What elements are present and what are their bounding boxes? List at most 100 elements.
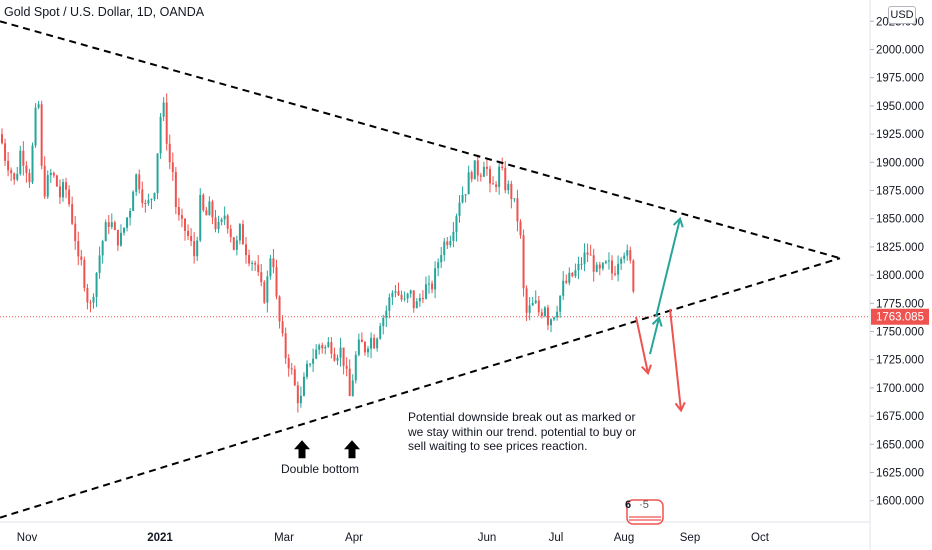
candle-body	[443, 241, 446, 256]
candle-body	[363, 342, 366, 353]
candle-body	[217, 221, 220, 230]
candle-body	[620, 258, 623, 264]
candle-body	[211, 201, 214, 218]
candle-body	[333, 353, 336, 361]
candle-body	[629, 250, 632, 261]
candle-body	[388, 297, 391, 311]
candle-body	[428, 283, 430, 285]
event-badge[interactable]: 6 ·5	[625, 499, 649, 511]
candle-body	[632, 260, 635, 292]
candle-body	[260, 272, 263, 283]
candle-body	[110, 222, 113, 227]
arrow-red[interactable]	[635, 316, 652, 376]
event-badge-icon[interactable]	[626, 499, 664, 525]
candle-body	[501, 166, 504, 168]
candle-body	[235, 240, 238, 250]
y-tick-label: 1975.000	[876, 73, 924, 85]
candle-body	[19, 150, 22, 174]
badge-b: ·5	[639, 499, 649, 511]
candle-body	[226, 215, 229, 229]
candle-body	[382, 317, 385, 327]
candle-body	[394, 291, 397, 293]
candle-body	[193, 241, 196, 257]
arrow-red[interactable]	[669, 308, 686, 413]
candle-body	[440, 255, 443, 263]
y-tick-label: 1675.000	[876, 411, 924, 423]
y-tick-label: 1925.000	[876, 129, 924, 141]
candle-body	[65, 182, 68, 190]
candle-body	[171, 162, 174, 172]
x-tick-label: Nov	[17, 532, 38, 544]
candle-body	[101, 241, 104, 256]
candle-body	[31, 145, 34, 183]
candle-body	[223, 215, 226, 220]
candle-body	[495, 184, 498, 187]
candle-body	[540, 312, 543, 316]
candle-body	[104, 222, 107, 242]
candle-body	[52, 172, 55, 176]
candle-body	[452, 231, 455, 241]
x-tick-label: 2021	[147, 532, 173, 544]
candle-body	[421, 298, 424, 300]
candle-body	[184, 218, 186, 231]
candle-body	[537, 300, 540, 313]
candle-body	[467, 172, 470, 195]
candle-body	[263, 282, 266, 303]
candle-body	[196, 240, 199, 257]
candle-body	[357, 339, 360, 355]
candle-body	[241, 224, 244, 245]
candle-body	[132, 191, 135, 212]
candle-body	[385, 310, 388, 318]
candle-body	[370, 337, 373, 349]
arrow-green[interactable]	[655, 216, 684, 318]
candle-body	[601, 263, 604, 269]
arrow-green[interactable]	[649, 316, 663, 355]
candle-body	[614, 273, 617, 275]
candle-body	[455, 216, 458, 232]
candle-body	[290, 368, 293, 370]
candle-body	[626, 250, 629, 256]
candle-body	[153, 193, 156, 200]
candle-body	[190, 235, 193, 242]
candle-body	[583, 252, 586, 264]
candle-body	[345, 365, 348, 369]
candle-body	[187, 230, 190, 236]
candle-body	[531, 302, 534, 306]
candle-body	[424, 284, 427, 299]
candle-body	[379, 326, 382, 339]
candle-body	[397, 291, 400, 295]
y-tick-label: 2000.000	[876, 45, 924, 57]
candle-body	[315, 349, 318, 359]
candle-body	[623, 255, 626, 259]
candle-body	[272, 258, 275, 268]
double-bottom-arrow-icon	[344, 440, 360, 459]
candle-body	[580, 263, 583, 265]
candle-body	[16, 173, 19, 180]
candle-body	[208, 201, 211, 216]
candle-body	[34, 107, 37, 146]
candle-body	[510, 183, 513, 200]
candle-body	[611, 260, 613, 274]
y-tick-label: 1825.000	[876, 242, 924, 254]
annotation-note: Potential downside break out as marked o…	[408, 410, 637, 453]
trendline-lower[interactable]	[0, 257, 841, 519]
candle-body	[83, 259, 86, 288]
candle-body	[391, 292, 394, 298]
candle-body	[281, 321, 284, 334]
candle-body	[571, 272, 574, 277]
candle-body	[565, 280, 568, 283]
candle-body	[504, 167, 507, 191]
candle-body	[123, 227, 125, 233]
candle-body	[229, 228, 232, 238]
candle-body	[257, 264, 260, 273]
candle-body	[71, 204, 74, 224]
candle-body	[238, 224, 241, 241]
currency-button[interactable]: USD	[888, 6, 916, 24]
candle-body	[485, 166, 488, 169]
candle-body	[135, 174, 138, 192]
candle-body	[476, 160, 479, 176]
candle-body	[22, 150, 25, 166]
trendline-upper[interactable]	[0, 20, 841, 260]
candle-body	[95, 272, 98, 297]
